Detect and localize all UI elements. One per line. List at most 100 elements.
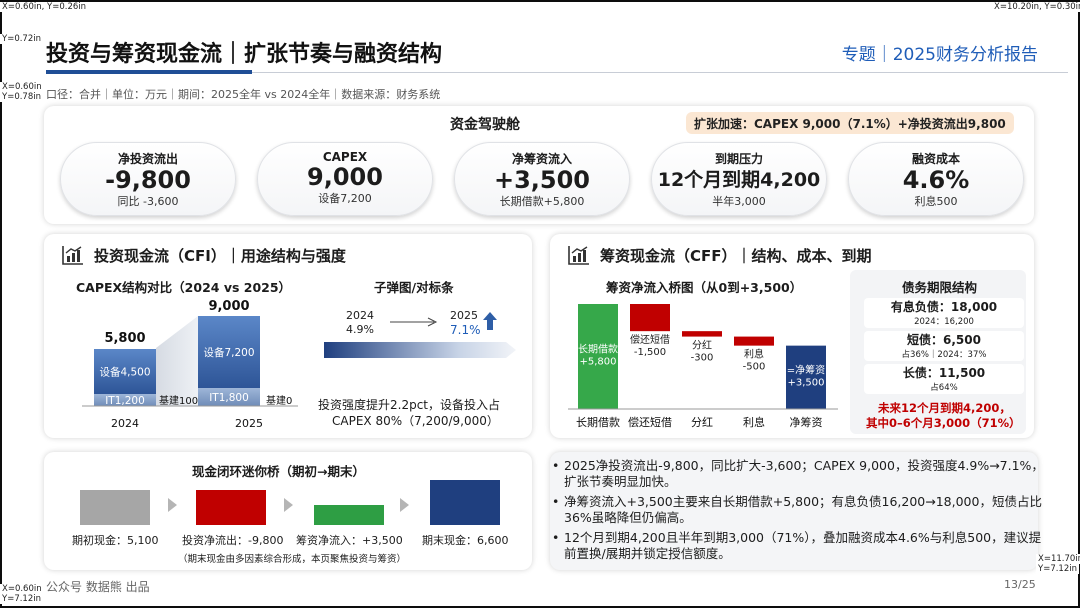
bridge-label-start: 期初现金：5,100 [72,534,159,547]
kpi-label: 净筹资流入 [511,152,572,166]
bridge-title: 现金闭环迷你桥（期初→期末） [192,464,365,479]
page-title: 投资与筹资现金流｜扩张节奏与融资结构 [46,42,443,67]
coord-bottom-left-b: Y=7.12in [0,594,43,604]
chevron-right-icon [284,498,293,512]
bar-it [198,388,260,406]
kpi-value: 9,000 [307,163,383,191]
coord-top-right: X=10.20in, Y=0.30in [992,2,1080,12]
footer-source: 公众号 数据熊 出品 [46,580,150,594]
coord-bottom-right-a: X=11.70in [1036,554,1080,564]
waterfall-data-label: =净筹资 [787,363,825,376]
title-underline [46,70,252,74]
bullet-note-2: CAPEX 80%（7,200/9,000） [332,414,499,428]
waterfall-bar [786,345,826,409]
chevron-right-icon [168,498,177,512]
bridge-label-invest: 投资净流出：-9,800 [182,534,284,547]
debt-main: 短债：6,500 [907,333,981,347]
x-tick-label: 2025 [235,417,263,430]
debt-row: 短债：6,500 占36%｜2024：37% [864,331,1024,361]
kpi-label: 净投资流出 [117,152,178,166]
waterfall-bar [630,304,670,332]
waterfall-data-label: 利息 [744,348,764,361]
cfi-title: 投资现金流（CFI）｜用途结构与强度 [94,247,346,265]
waterfall-bar [734,336,774,346]
insight-bullet: 12个月到期4,200且半年到期3,000（71%），叠加融资成本4.6%与利息… [552,530,1044,562]
x-tick-label: 偿还短借 [628,415,672,429]
coord-left-2a: X=0.60in [0,82,44,92]
waterfall-title: 筹资净流入桥图（从0到+3,500） [606,280,803,295]
expansion-badge: 扩张加速：CAPEX 9,000（7.1%）+净投资流出9,800 [686,112,1014,134]
bridge-box-end [430,480,500,525]
bar-label-it: IT1,200 [105,395,145,407]
kpi-label: CAPEX [322,150,368,164]
capex-chart: IT1,200 设备4,500 5,800 2024 基建100 IT1,800 设备7,2… [82,299,298,430]
kpi-sub: 半年3,000 [712,195,766,208]
kpi-card: 到期压力 12个月到期4,200 半年3,000 [651,142,827,216]
maturity-warning-1: 未来12个月到期4,200， [878,401,1011,415]
bar-label-infra: 基建0 [266,394,292,407]
kpi-sub: 长期借款+5,800 [499,195,585,208]
bullet-note-1: 投资强度提升2.2pct，设备投入占 [318,398,501,412]
waterfall-bar [578,304,618,409]
bridge-box-start [80,490,150,525]
kpi-sub: 设备7,200 [318,192,372,205]
insight-bullet: 净筹资流入+3,500主要来自长期借款+5,800；有息负债16,200→18,… [552,494,1044,526]
cockpit-title: 资金驾驶舱 [450,117,520,133]
maturity-warning-2: 其中0–6个月3,000（71%） [866,416,1021,430]
coord-left-1: Y=0.72in [0,34,43,44]
coord-bottom-left-a: X=0.60in [0,584,44,594]
bullet-year-2025: 2025 [450,309,478,322]
title-rule [252,72,1068,73]
debt-sub: 2024：16,200 [914,317,974,327]
bridge-note: （期末现金由多因素综合形成，本页聚焦投资与筹资） [178,554,407,565]
kpi-value: -9,800 [105,166,191,194]
chart-icon [62,246,83,265]
debt-row: 长债：11,500 占64% [864,364,1024,394]
bar-label-equipment: 设备7,200 [203,346,254,359]
bullet-bar [324,342,516,358]
coord-top-left: X=0.60in, Y=0.26in [0,2,89,12]
bar-equipment [94,349,156,394]
waterfall-data-label: +3,500 [787,377,824,388]
kpi-card: 融资成本 4.6% 利息500 [848,142,1024,216]
x-tick-label: 长期借款 [576,415,620,429]
waterfall-bar [682,331,722,337]
x-tick-label: 净筹资 [790,415,823,429]
waterfall-data-label: -1,500 [634,347,666,358]
page-number: 13/25 [1004,578,1036,591]
bridge-box-finance [314,505,384,525]
x-tick-label: 2024 [111,417,139,430]
bridge-label-end: 期末现金：6,600 [422,534,509,547]
waterfall-chart: 长期借款+5,800长期借款偿还短借-1,500偿还短借分红-300分红利息-5… [568,304,838,429]
capex-chart-title: CAPEX结构对比（2024 vs 2025） [76,280,292,295]
bar-connector [156,316,198,406]
bar-it [94,394,156,406]
coord-left-2b: Y=0.78in [0,92,43,102]
debt-sub: 占64% [930,383,958,393]
bar-equipment [198,316,260,388]
coord-bottom-right-b: Y=7.12in [1036,564,1079,574]
bar-label-equipment: 设备4,500 [99,366,150,379]
kpi-value: 4.6% [902,166,970,194]
waterfall-data-label: -300 [691,353,714,364]
kpi-label: 到期压力 [714,152,763,166]
meta-line: 口径：合并｜单位：万元｜期间：2025全年 vs 2024全年｜数据来源：财务系… [46,88,441,101]
bullet-year-2024: 2024 [346,309,374,322]
chevron-right-icon [400,498,409,512]
kpi-sub: 利息500 [914,195,958,208]
debt-sub: 占36%｜2024：37% [901,350,987,360]
kpi-label: 融资成本 [911,152,960,166]
kpi-value: 12个月到期4,200 [657,169,821,191]
waterfall-data-label: 分红 [692,339,712,352]
waterfall-data-label: 长期借款 [578,343,618,356]
bridge-label-finance: 筹资净流入：+3,500 [296,534,403,547]
bar-total-label: 5,800 [104,331,145,346]
arrow-icon [390,317,438,327]
cff-title: 筹资现金流（CFF）｜结构、成本、到期 [600,247,872,265]
debt-main: 长债：11,500 [902,366,986,380]
debt-row: 有息负债：18,000 2024：16,200 [864,298,1024,328]
bar-total-label: 9,000 [208,299,249,314]
kpi-card: CAPEX 9,000 设备7,200 [257,142,433,216]
bullet-val-2024: 4.9% [346,323,374,336]
